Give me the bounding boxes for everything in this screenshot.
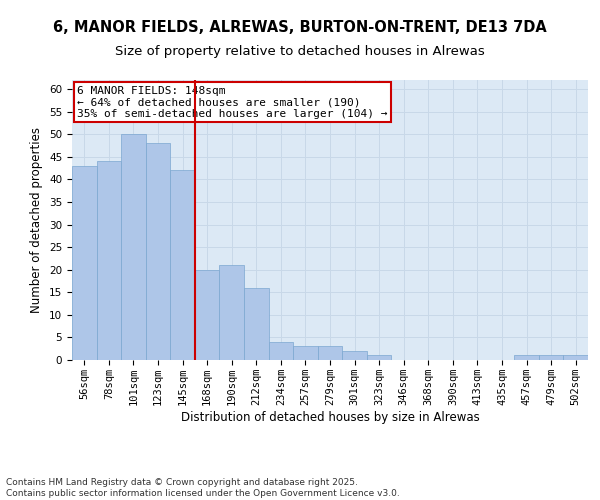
Bar [293, 346, 318, 360]
Bar [367, 356, 391, 360]
Bar [121, 134, 146, 360]
Bar [514, 356, 539, 360]
X-axis label: Distribution of detached houses by size in Alrewas: Distribution of detached houses by size … [181, 410, 479, 424]
Bar [269, 342, 293, 360]
Bar [170, 170, 195, 360]
Bar [318, 346, 342, 360]
Text: Contains HM Land Registry data © Crown copyright and database right 2025.
Contai: Contains HM Land Registry data © Crown c… [6, 478, 400, 498]
Bar [244, 288, 269, 360]
Bar [72, 166, 97, 360]
Y-axis label: Number of detached properties: Number of detached properties [31, 127, 43, 313]
Bar [220, 265, 244, 360]
Bar [342, 351, 367, 360]
Bar [146, 143, 170, 360]
Text: 6 MANOR FIELDS: 148sqm
← 64% of detached houses are smaller (190)
35% of semi-de: 6 MANOR FIELDS: 148sqm ← 64% of detached… [77, 86, 388, 119]
Bar [539, 356, 563, 360]
Bar [195, 270, 220, 360]
Text: 6, MANOR FIELDS, ALREWAS, BURTON-ON-TRENT, DE13 7DA: 6, MANOR FIELDS, ALREWAS, BURTON-ON-TREN… [53, 20, 547, 35]
Bar [97, 162, 121, 360]
Bar [563, 356, 588, 360]
Text: Size of property relative to detached houses in Alrewas: Size of property relative to detached ho… [115, 45, 485, 58]
